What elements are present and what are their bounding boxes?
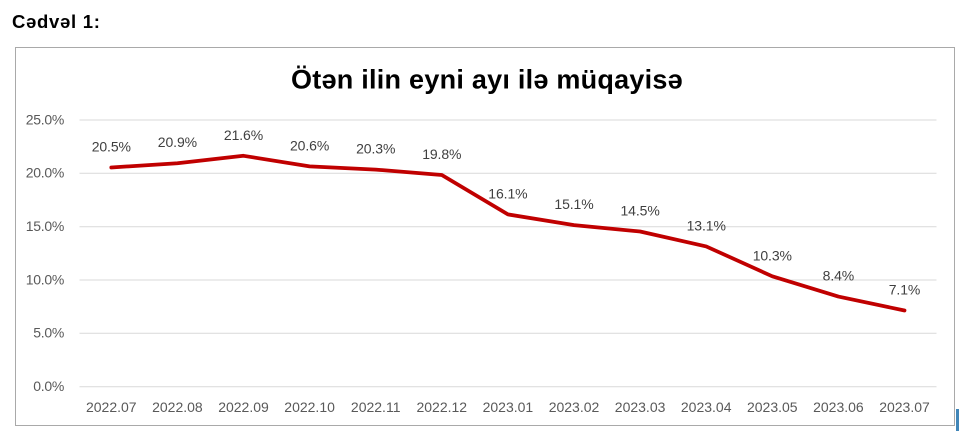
svg-text:8.4%: 8.4% [823,268,855,284]
svg-text:2023.05: 2023.05 [747,399,798,415]
svg-text:20.9%: 20.9% [158,134,197,150]
svg-text:20.3%: 20.3% [356,141,395,157]
svg-text:15.0%: 15.0% [26,218,64,234]
svg-text:2022.07: 2022.07 [86,399,137,415]
svg-text:7.1%: 7.1% [889,282,921,298]
svg-text:2023.04: 2023.04 [681,399,732,415]
svg-text:0.0%: 0.0% [33,378,64,394]
svg-text:2022.09: 2022.09 [218,399,269,415]
svg-text:2022.12: 2022.12 [416,399,467,415]
svg-text:2023.07: 2023.07 [879,399,930,415]
svg-text:2022.11: 2022.11 [351,399,401,415]
svg-text:10.3%: 10.3% [753,247,792,263]
svg-text:21.6%: 21.6% [224,127,263,143]
svg-text:16.1%: 16.1% [488,185,527,201]
svg-text:10.0%: 10.0% [26,271,64,287]
svg-text:15.1%: 15.1% [554,196,593,212]
svg-text:2023.02: 2023.02 [549,399,600,415]
svg-text:20.5%: 20.5% [92,139,131,155]
svg-text:13.1%: 13.1% [687,217,726,233]
svg-text:5.0%: 5.0% [33,325,64,341]
svg-text:19.8%: 19.8% [422,146,461,162]
svg-text:2022.08: 2022.08 [152,399,203,415]
svg-text:2022.10: 2022.10 [284,399,335,415]
svg-text:20.6%: 20.6% [290,137,329,153]
svg-text:25.0%: 25.0% [26,111,64,127]
svg-text:2023.03: 2023.03 [615,399,666,415]
svg-text:20.0%: 20.0% [26,165,64,181]
svg-text:14.5%: 14.5% [620,203,659,219]
svg-text:2023.06: 2023.06 [813,399,864,415]
svg-text:2023.01: 2023.01 [483,399,534,415]
svg-text:Ötən ilin eyni ayı ilə müqayis: Ötən ilin eyni ayı ilə müqayisə [291,65,683,95]
